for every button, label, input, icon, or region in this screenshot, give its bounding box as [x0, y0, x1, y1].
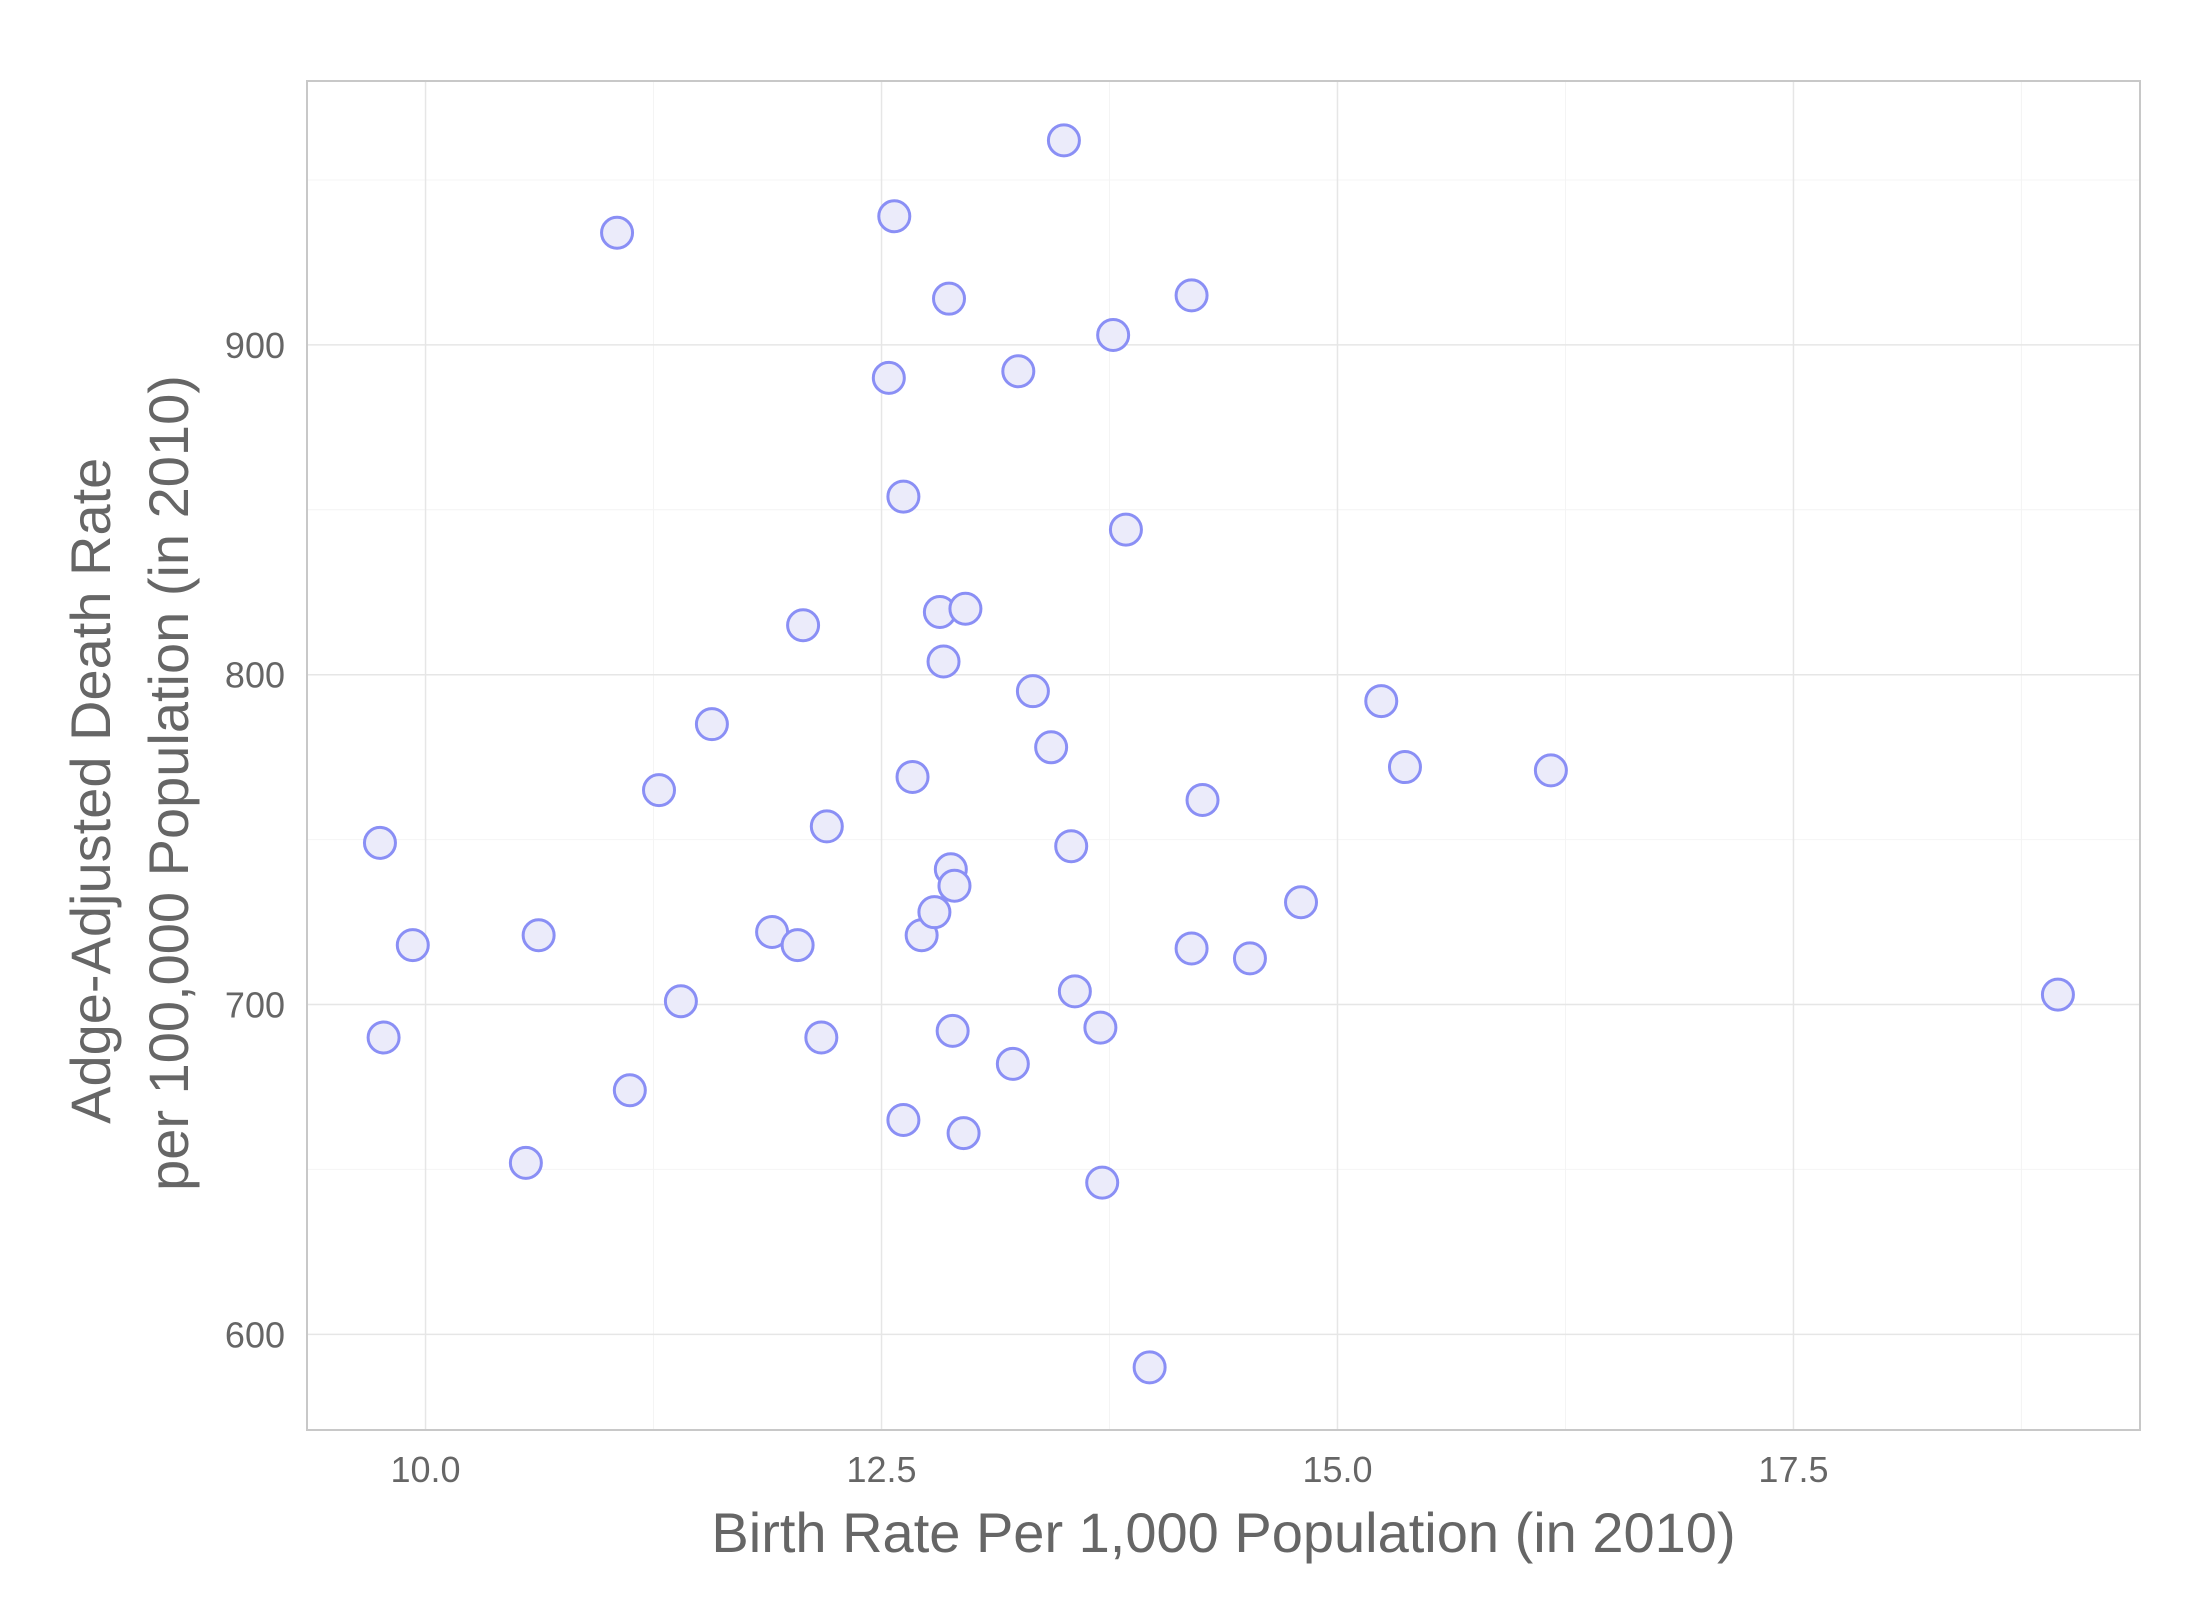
data-point-17: [886, 479, 921, 514]
x-tick-label: 17.5: [1758, 1449, 1828, 1490]
data-point-16: [877, 199, 912, 234]
x-tick-label: 10.0: [391, 1449, 461, 1490]
data-point-24: [932, 281, 967, 316]
data-point-37: [1083, 1010, 1118, 1045]
data-point-34: [1046, 123, 1081, 158]
data-point-33: [1034, 730, 1069, 765]
data-point-23: [926, 644, 961, 679]
data-points: [362, 123, 2075, 1385]
y-tick-label: 900: [225, 325, 285, 366]
data-point-6: [612, 1073, 647, 1108]
data-point-7: [642, 773, 677, 808]
data-point-32: [1015, 674, 1050, 709]
data-point-45: [1232, 941, 1267, 976]
data-point-49: [1533, 753, 1568, 788]
data-point-47: [1364, 684, 1399, 719]
x-tick-label: 15.0: [1302, 1449, 1372, 1490]
data-point-9: [694, 707, 729, 742]
data-point-13: [804, 1020, 839, 1055]
data-point-41: [1132, 1350, 1167, 1385]
data-point-27: [937, 868, 972, 903]
data-point-30: [995, 1046, 1030, 1081]
data-point-42: [1174, 278, 1209, 313]
data-point-18: [886, 1102, 921, 1137]
data-point-3: [508, 1145, 543, 1180]
y-tick-label: 800: [225, 655, 285, 696]
data-point-26: [935, 1013, 970, 1048]
data-point-1: [366, 1020, 401, 1055]
data-point-28: [946, 1116, 981, 1151]
data-point-0: [362, 825, 397, 860]
grid: [307, 81, 2140, 1430]
data-point-4: [521, 918, 556, 953]
y-axis-title-line-2: per 100,000 Population (in 2010): [137, 375, 200, 1191]
data-point-12: [786, 608, 821, 643]
data-point-40: [1108, 512, 1143, 547]
x-axis-ticks: 10.0 12.5 15.0 17.5: [391, 1449, 1829, 1490]
data-point-50: [2040, 977, 2075, 1012]
data-point-21: [917, 895, 952, 930]
data-point-11: [780, 928, 815, 963]
plot-panel-border: [306, 80, 2141, 1431]
data-point-14: [809, 809, 844, 844]
y-tick-label: 600: [225, 1314, 285, 1355]
data-point-48: [1387, 750, 1422, 785]
data-point-38: [1085, 1165, 1120, 1200]
data-point-29: [948, 591, 983, 626]
x-axis-title: Birth Rate Per 1,000 Population (in 2010…: [711, 1501, 1735, 1564]
data-point-36: [1057, 974, 1092, 1009]
data-point-5: [600, 215, 635, 250]
data-point-2: [395, 928, 430, 963]
data-point-46: [1284, 885, 1319, 920]
y-axis-ticks: 600 700 800 900: [225, 325, 285, 1355]
data-point-44: [1185, 783, 1220, 818]
y-axis-title: Adge-Adjusted Death Rate per 100,000 Pop…: [59, 375, 200, 1191]
data-point-15: [871, 360, 906, 395]
data-point-35: [1054, 829, 1089, 864]
data-point-19: [895, 759, 930, 794]
data-point-39: [1096, 317, 1131, 352]
y-tick-label: 700: [225, 985, 285, 1026]
data-point-8: [663, 984, 698, 1019]
data-point-31: [1001, 354, 1036, 389]
y-axis-title-line-1: Adge-Adjusted Death Rate: [59, 458, 122, 1124]
data-point-43: [1174, 931, 1209, 966]
x-tick-label: 12.5: [846, 1449, 916, 1490]
